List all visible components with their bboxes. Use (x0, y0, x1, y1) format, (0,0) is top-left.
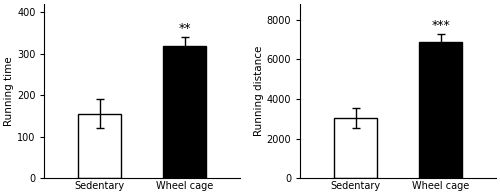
Bar (78, 114, 121, 178)
Y-axis label: Running distance: Running distance (254, 46, 264, 136)
Text: ***: *** (431, 19, 450, 32)
Bar (164, 46, 206, 178)
Bar (420, 42, 462, 178)
Text: **: ** (178, 22, 191, 35)
Bar (334, 118, 377, 178)
Y-axis label: Running time: Running time (4, 56, 14, 126)
